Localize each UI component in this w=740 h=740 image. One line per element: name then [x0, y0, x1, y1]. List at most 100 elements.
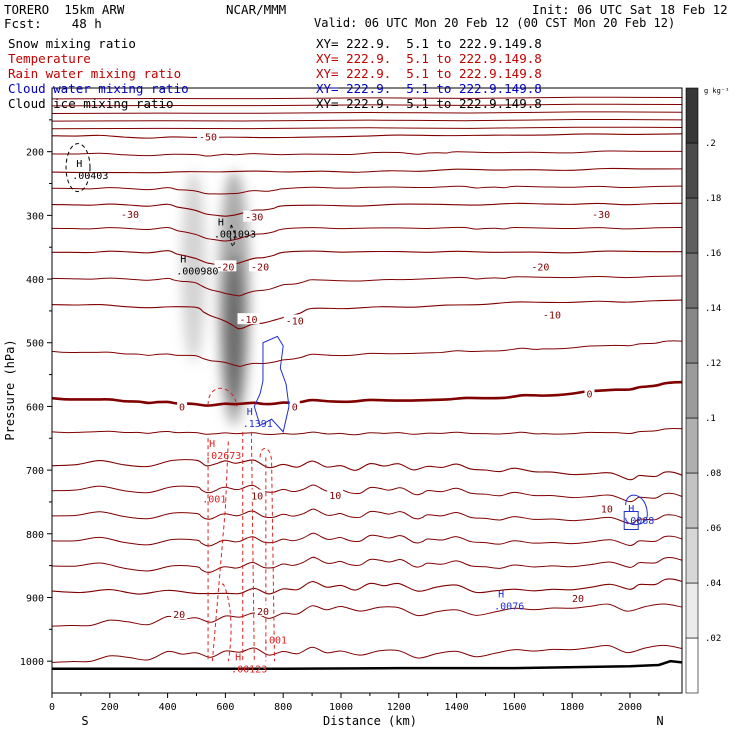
temperature-contour	[52, 603, 682, 627]
temperature-label-bg	[243, 210, 266, 222]
center-label: NCAR/MMM	[226, 2, 287, 17]
xsec-cloud-ice: XY= 222.9. 5.1 to 222.9.149.8	[316, 96, 542, 111]
x-tick-label: 200	[101, 702, 119, 713]
xsec-temperature: XY= 222.9. 5.1 to 222.9.149.8	[316, 51, 542, 66]
colorbar-tick-label: .08	[705, 469, 721, 479]
valid-time: Valid: 06 UTC Mon 20 Feb 12 (00 CST Mon …	[314, 16, 676, 30]
colorbar-band	[685, 527, 699, 584]
temperature-contour	[52, 167, 682, 174]
cloud-water-contour	[625, 494, 648, 526]
y-tick-label: 400	[26, 275, 44, 286]
temperature-label: 10	[601, 504, 613, 515]
extremum-value: .001093	[214, 229, 256, 240]
temperature-label-bg	[171, 608, 188, 620]
rain-water-contours	[207, 387, 276, 662]
extremum-value: .1391	[243, 419, 273, 430]
ice-contour	[65, 143, 91, 193]
field-name-temperature: Temperature	[8, 51, 91, 66]
extremum-marker: H	[218, 217, 224, 228]
field-name-cloud-ice: Cloud ice mixing ratio	[8, 96, 174, 111]
colorbar-band	[685, 197, 699, 254]
x-end-label-north: N	[656, 714, 663, 728]
xsec-cloud-water: XY= 222.9. 5.1 to 222.9.149.8	[316, 81, 542, 96]
colorbar: .02 .04 .06 .08 .1 .12 .14 .16 .18 .2	[685, 87, 721, 694]
temperature-contour	[52, 427, 682, 436]
init-time: Init: 06 UTC Sat 18 Feb 12	[532, 2, 728, 17]
temperature-contours	[52, 96, 682, 663]
extremum-value: .000980	[176, 266, 218, 277]
temperature-contour	[52, 133, 682, 139]
colorbar-band	[685, 307, 699, 364]
x-tick-label: 2000	[618, 702, 642, 713]
temperature-contour	[52, 275, 682, 297]
cloud-water-contours	[253, 335, 648, 530]
temperature-contour	[52, 578, 682, 595]
temperature-contour	[52, 119, 682, 122]
rain-contour	[211, 441, 229, 662]
xsec-rain: XY= 222.9. 5.1 to 222.9.149.8	[316, 66, 542, 81]
colorbar-band	[685, 362, 699, 419]
x-end-label-south: S	[81, 714, 88, 728]
extremum-value: .02673	[205, 451, 241, 462]
x-tick-label: 1000	[329, 702, 353, 713]
extremum-value: .0068	[624, 516, 654, 527]
field-name-cloud-water: Cloud water mixing ratio	[8, 81, 189, 96]
temperature-contour	[52, 103, 682, 107]
colorbar-tick-label: .2	[705, 139, 716, 149]
colorbar-band	[685, 582, 699, 639]
temperature-contour	[52, 484, 682, 503]
extremum-value: .0076	[494, 601, 524, 612]
colorbar-band	[685, 472, 699, 529]
temperature-label: -10	[239, 315, 257, 326]
temperature-label-bg	[249, 260, 272, 272]
temperature-contour	[52, 299, 682, 330]
temperature-contour	[52, 226, 682, 242]
temperature-contour	[52, 459, 682, 481]
rain-contour	[207, 387, 238, 407]
temperature-contour	[52, 150, 682, 157]
temperature-label: 10	[329, 491, 341, 502]
colorbar-band	[685, 142, 699, 199]
temperature-label-bg	[119, 208, 142, 220]
temperature-label-bg	[540, 308, 563, 320]
temperature-contour	[52, 96, 682, 100]
extremum-marker: H	[209, 439, 215, 450]
temperature-contour	[52, 185, 682, 195]
snow-blob	[223, 253, 245, 407]
colorbar-tick-label: .06	[705, 524, 721, 534]
extremum-marker: H	[180, 254, 186, 265]
x-tick-label: 600	[216, 702, 234, 713]
temperature-label: -30	[592, 210, 610, 221]
rain-contour	[222, 583, 232, 662]
temperature-label: -20	[251, 262, 269, 273]
temperature-label: -10	[286, 316, 304, 327]
temperature-label-bg	[177, 400, 188, 412]
x-tick-label: 1200	[387, 702, 411, 713]
field-name-rain: Rain water mixing ratio	[8, 66, 182, 81]
temperature-label: 0	[587, 390, 593, 401]
colorbar-band	[685, 417, 699, 474]
temperature-label: -50	[199, 132, 217, 143]
snow-blob	[181, 170, 206, 362]
temperature-label-bg	[289, 400, 300, 412]
temperature-label-bg	[214, 260, 237, 272]
colorbar-tick-label: .18	[705, 194, 721, 204]
x-tick-label: 1800	[560, 702, 584, 713]
extremum-marker: H	[76, 159, 82, 170]
temperature-label-bg	[584, 387, 595, 399]
colorbar-band	[685, 637, 699, 694]
colorbar-tick-label: .1	[705, 414, 716, 424]
cloud-ice-contours	[65, 143, 236, 249]
temperature-contour	[52, 380, 682, 407]
colorbar-tick-label: .04	[705, 579, 721, 589]
temperature-label-bg	[569, 592, 586, 604]
extremum-marker: H	[628, 504, 634, 515]
temperature-label: 10	[251, 492, 263, 503]
rain-contour	[259, 448, 276, 662]
y-tick-label: 600	[26, 402, 44, 413]
extremum-marker: H	[498, 589, 504, 600]
cloud-water-contour	[253, 335, 290, 433]
colorbar-unit: g kg⁻¹	[704, 87, 729, 95]
extremum-marker: H	[247, 407, 253, 418]
y-axis-label: Pressure (hPa)	[3, 339, 17, 440]
